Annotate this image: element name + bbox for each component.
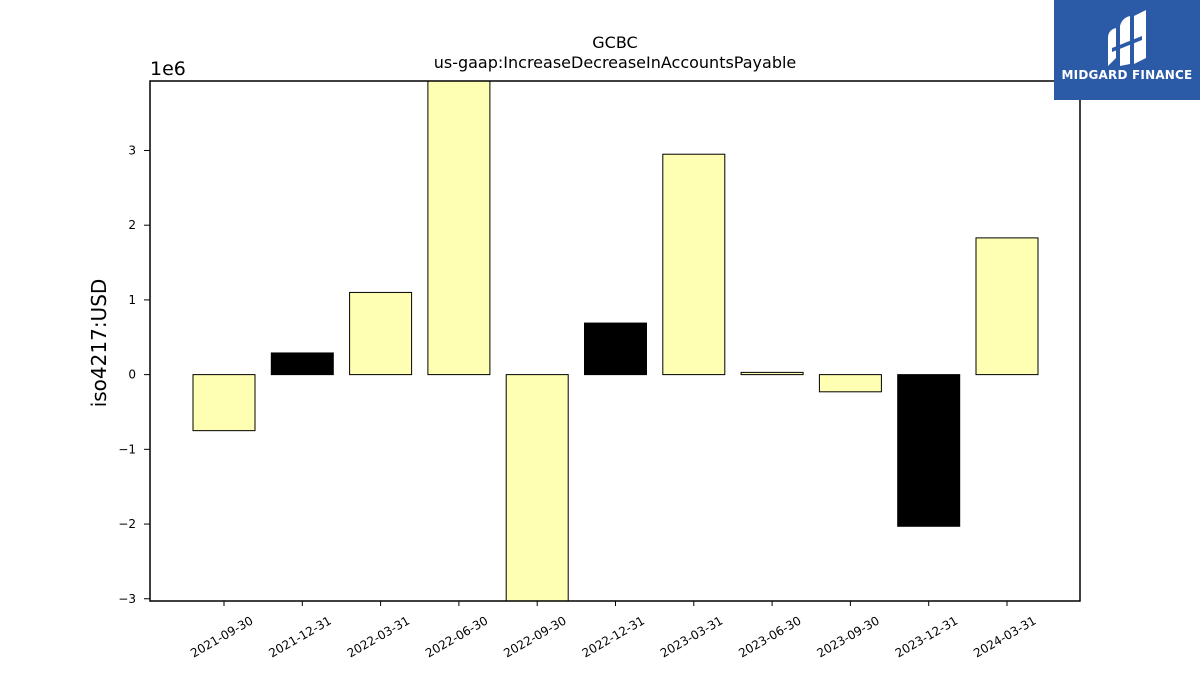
bars-group [192,80,1039,602]
y-tick-label: 3 [128,143,136,157]
bar-2022-06-30 [427,80,491,376]
bar-2023-06-30 [740,371,804,376]
x-tick-label: 2023-09-30 [814,613,881,660]
bar-2021-09-30 [192,374,256,432]
midgard-finance-logo: MIDGARD FINANCE [1054,0,1200,100]
x-tick-label: 2023-03-31 [658,613,725,660]
x-tick-label: 2023-06-30 [736,613,803,660]
x-tick-label: 2022-12-31 [580,613,647,660]
bar-2024-03-31 [975,237,1039,376]
y-tick-label: 2 [128,218,136,232]
x-tick-label: 2022-06-30 [423,613,490,660]
logo-text: MIDGARD FINANCE [1061,68,1193,82]
bar-2023-03-31 [662,153,726,376]
x-tick-label: 2022-03-31 [345,613,412,660]
bar-2021-12-31 [270,352,334,376]
y-axis-label: iso4217:USD [87,279,111,408]
bar-2022-03-31 [349,291,413,376]
chart-subtitle: us-gaap:IncreaseDecreaseInAccountsPayabl… [434,53,797,72]
midgard-logo-icon [1108,10,1146,66]
bar-2022-09-30 [505,374,569,602]
x-tick-label: 2021-12-31 [266,613,333,660]
y-tick-label: 0 [128,368,136,382]
bar-2022-12-31 [584,322,647,376]
x-tick-label: 2021-09-30 [188,613,255,660]
y-offset-text: 1e6 [150,58,186,80]
y-tick-label: 1 [128,293,136,307]
y-ticks-group: −3 −2 −1 0 1 2 3 [118,143,150,606]
chart-title: GCBC [592,33,637,52]
bar-2023-09-30 [818,374,882,393]
x-tick-label: 2022-09-30 [501,613,568,660]
y-tick-label: −3 [118,592,136,606]
x-tick-label: 2023-12-31 [893,613,960,660]
x-tick-label: 2024-03-31 [971,613,1038,660]
bar-2023-12-31 [897,374,961,527]
x-ticks-group: 2021-09-30 2021-12-31 2022-03-31 2022-06-30… [188,601,1039,660]
y-tick-label: −1 [118,442,136,456]
plot-frame [149,80,1081,602]
y-tick-label: −2 [118,517,136,531]
